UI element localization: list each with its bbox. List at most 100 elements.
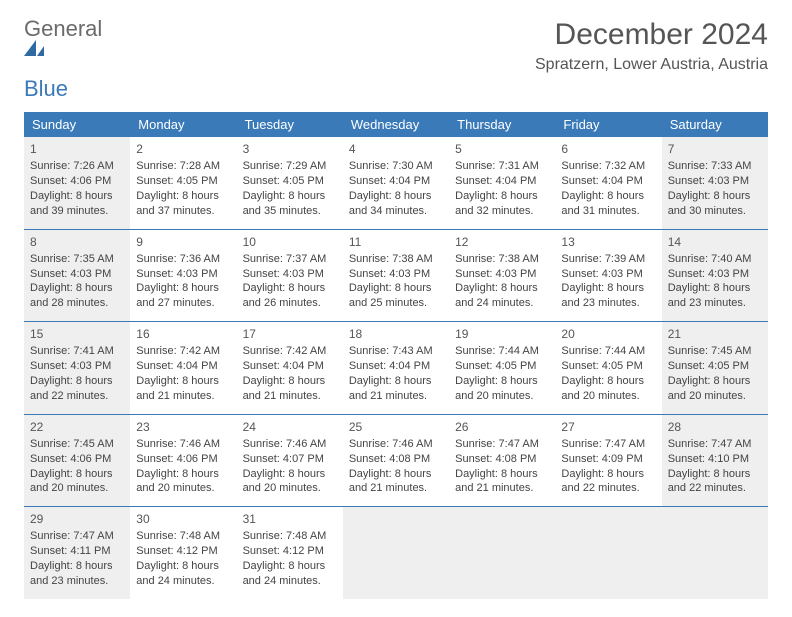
- calendar-cell: 24Sunrise: 7:46 AMSunset: 4:07 PMDayligh…: [237, 414, 343, 507]
- calendar-cell: 10Sunrise: 7:37 AMSunset: 4:03 PMDayligh…: [237, 229, 343, 322]
- day-number: 14: [668, 234, 762, 250]
- calendar-cell: 11Sunrise: 7:38 AMSunset: 4:03 PMDayligh…: [343, 229, 449, 322]
- sunrise-text: Sunrise: 7:29 AM: [243, 159, 337, 174]
- sunset-text: Sunset: 4:08 PM: [349, 452, 443, 467]
- sunset-text: Sunset: 4:05 PM: [243, 174, 337, 189]
- calendar-cell: 31Sunrise: 7:48 AMSunset: 4:12 PMDayligh…: [237, 507, 343, 599]
- day2-text: and 24 minutes.: [455, 296, 549, 311]
- day2-text: and 21 minutes.: [349, 481, 443, 496]
- sunset-text: Sunset: 4:08 PM: [455, 452, 549, 467]
- sunset-text: Sunset: 4:04 PM: [349, 174, 443, 189]
- day2-text: and 23 minutes.: [668, 296, 762, 311]
- day2-text: and 23 minutes.: [561, 296, 655, 311]
- calendar-cell: 12Sunrise: 7:38 AMSunset: 4:03 PMDayligh…: [449, 229, 555, 322]
- sunset-text: Sunset: 4:09 PM: [561, 452, 655, 467]
- day-number: 10: [243, 234, 337, 250]
- day2-text: and 22 minutes.: [668, 481, 762, 496]
- calendar-cell: 2Sunrise: 7:28 AMSunset: 4:05 PMDaylight…: [130, 137, 236, 229]
- sunset-text: Sunset: 4:03 PM: [243, 267, 337, 282]
- day2-text: and 32 minutes.: [455, 204, 549, 219]
- day2-text: and 20 minutes.: [561, 389, 655, 404]
- day-number: 21: [668, 326, 762, 342]
- calendar-row: 8Sunrise: 7:35 AMSunset: 4:03 PMDaylight…: [24, 229, 768, 322]
- sunrise-text: Sunrise: 7:47 AM: [455, 437, 549, 452]
- day2-text: and 21 minutes.: [349, 389, 443, 404]
- day2-text: and 20 minutes.: [243, 481, 337, 496]
- day1-text: Daylight: 8 hours: [136, 374, 230, 389]
- sunset-text: Sunset: 4:12 PM: [243, 544, 337, 559]
- day-number: 8: [30, 234, 124, 250]
- sunrise-text: Sunrise: 7:42 AM: [243, 344, 337, 359]
- sunrise-text: Sunrise: 7:45 AM: [668, 344, 762, 359]
- day1-text: Daylight: 8 hours: [561, 374, 655, 389]
- day2-text: and 21 minutes.: [136, 389, 230, 404]
- sunrise-text: Sunrise: 7:47 AM: [668, 437, 762, 452]
- sunset-text: Sunset: 4:06 PM: [136, 452, 230, 467]
- day-number: 13: [561, 234, 655, 250]
- day1-text: Daylight: 8 hours: [455, 467, 549, 482]
- calendar-cell: 6Sunrise: 7:32 AMSunset: 4:04 PMDaylight…: [555, 137, 661, 229]
- day-number: 25: [349, 419, 443, 435]
- sunset-text: Sunset: 4:06 PM: [30, 174, 124, 189]
- calendar-cell: 4Sunrise: 7:30 AMSunset: 4:04 PMDaylight…: [343, 137, 449, 229]
- day1-text: Daylight: 8 hours: [30, 559, 124, 574]
- day-header-row: Sunday Monday Tuesday Wednesday Thursday…: [24, 112, 768, 137]
- calendar-cell-empty: [662, 507, 768, 599]
- day1-text: Daylight: 8 hours: [243, 374, 337, 389]
- calendar-cell: 13Sunrise: 7:39 AMSunset: 4:03 PMDayligh…: [555, 229, 661, 322]
- calendar-row: 22Sunrise: 7:45 AMSunset: 4:06 PMDayligh…: [24, 414, 768, 507]
- day2-text: and 34 minutes.: [349, 204, 443, 219]
- day1-text: Daylight: 8 hours: [668, 467, 762, 482]
- sunset-text: Sunset: 4:03 PM: [136, 267, 230, 282]
- calendar-cell: 26Sunrise: 7:47 AMSunset: 4:08 PMDayligh…: [449, 414, 555, 507]
- sunrise-text: Sunrise: 7:46 AM: [243, 437, 337, 452]
- day1-text: Daylight: 8 hours: [243, 467, 337, 482]
- day-header: Friday: [555, 112, 661, 137]
- calendar-cell: 22Sunrise: 7:45 AMSunset: 4:06 PMDayligh…: [24, 414, 130, 507]
- day1-text: Daylight: 8 hours: [561, 467, 655, 482]
- sunrise-text: Sunrise: 7:31 AM: [455, 159, 549, 174]
- day-header: Thursday: [449, 112, 555, 137]
- day2-text: and 35 minutes.: [243, 204, 337, 219]
- day-number: 5: [455, 141, 549, 157]
- day1-text: Daylight: 8 hours: [243, 559, 337, 574]
- day-number: 9: [136, 234, 230, 250]
- logo: General Blue: [24, 18, 102, 100]
- day2-text: and 24 minutes.: [136, 574, 230, 589]
- logo-text: General Blue: [24, 18, 102, 100]
- sunrise-text: Sunrise: 7:47 AM: [561, 437, 655, 452]
- sunset-text: Sunset: 4:05 PM: [455, 359, 549, 374]
- day1-text: Daylight: 8 hours: [455, 189, 549, 204]
- day2-text: and 25 minutes.: [349, 296, 443, 311]
- sunrise-text: Sunrise: 7:43 AM: [349, 344, 443, 359]
- sunset-text: Sunset: 4:03 PM: [455, 267, 549, 282]
- day-header: Saturday: [662, 112, 768, 137]
- day-number: 3: [243, 141, 337, 157]
- day1-text: Daylight: 8 hours: [561, 189, 655, 204]
- month-title: December 2024: [535, 18, 768, 52]
- day2-text: and 28 minutes.: [30, 296, 124, 311]
- day-number: 4: [349, 141, 443, 157]
- sunrise-text: Sunrise: 7:46 AM: [349, 437, 443, 452]
- sunset-text: Sunset: 4:03 PM: [349, 267, 443, 282]
- calendar-cell: 7Sunrise: 7:33 AMSunset: 4:03 PMDaylight…: [662, 137, 768, 229]
- day2-text: and 20 minutes.: [136, 481, 230, 496]
- day1-text: Daylight: 8 hours: [30, 467, 124, 482]
- sunrise-text: Sunrise: 7:48 AM: [136, 529, 230, 544]
- calendar-row: 1Sunrise: 7:26 AMSunset: 4:06 PMDaylight…: [24, 137, 768, 229]
- day1-text: Daylight: 8 hours: [455, 374, 549, 389]
- day-number: 29: [30, 511, 124, 527]
- day1-text: Daylight: 8 hours: [349, 467, 443, 482]
- day-header: Sunday: [24, 112, 130, 137]
- day2-text: and 20 minutes.: [455, 389, 549, 404]
- calendar-cell-empty: [449, 507, 555, 599]
- calendar-cell: 23Sunrise: 7:46 AMSunset: 4:06 PMDayligh…: [130, 414, 236, 507]
- calendar-cell: 27Sunrise: 7:47 AMSunset: 4:09 PMDayligh…: [555, 414, 661, 507]
- day1-text: Daylight: 8 hours: [668, 374, 762, 389]
- sunset-text: Sunset: 4:03 PM: [30, 267, 124, 282]
- day1-text: Daylight: 8 hours: [136, 189, 230, 204]
- day1-text: Daylight: 8 hours: [668, 281, 762, 296]
- calendar-cell: 29Sunrise: 7:47 AMSunset: 4:11 PMDayligh…: [24, 507, 130, 599]
- sunrise-text: Sunrise: 7:47 AM: [30, 529, 124, 544]
- sunset-text: Sunset: 4:05 PM: [136, 174, 230, 189]
